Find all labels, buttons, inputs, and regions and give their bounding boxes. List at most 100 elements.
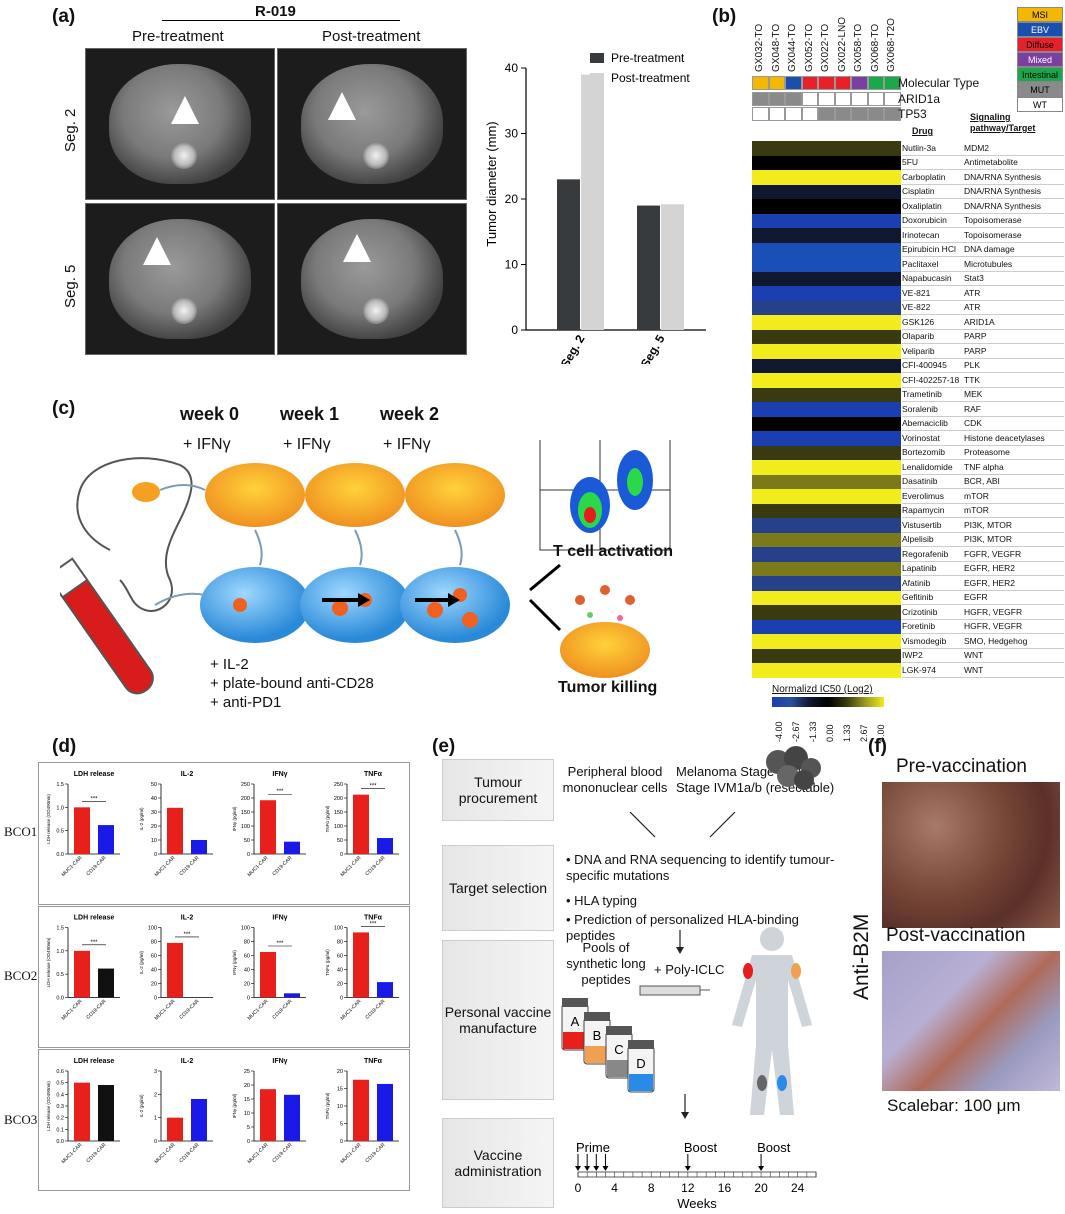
d-bar (353, 794, 369, 854)
d-ytick: 20 (244, 982, 250, 988)
d-ytick: 20 (151, 982, 157, 988)
heatmap-cell (834, 329, 852, 345)
heatmap-cell (884, 518, 901, 533)
drug-name: Vistusertib (902, 519, 942, 530)
heatmap-cell (785, 503, 802, 519)
chart-a-xtick-label: Seg. 5 (638, 332, 668, 364)
drug-row: VE-822 ATR (902, 301, 1064, 315)
heatmap-cell (785, 242, 802, 258)
annotation-cell (867, 92, 884, 106)
boost2-label: Boost (757, 1140, 791, 1155)
injection-site-grey (757, 1075, 767, 1091)
legend-mixed: Mixed (1017, 52, 1063, 67)
d-ytick: 40 (151, 968, 157, 974)
annotation-cell (851, 107, 868, 121)
annotation-cell (768, 76, 785, 90)
d-ytick: 150 (334, 810, 343, 816)
d-ytick: 30 (151, 810, 157, 816)
chart-a-ytick-label: 30 (505, 127, 519, 141)
heatmap-cell (785, 547, 802, 562)
scale-colorbar (772, 697, 884, 707)
panel-f-label: (f) (868, 736, 887, 757)
heatmap-cell (851, 271, 868, 287)
heatmap-cell (785, 590, 802, 606)
heatmap-cell (785, 605, 802, 620)
heatmap-cell (818, 634, 835, 649)
d-bar (260, 800, 276, 854)
bullet-item: • DNA and RNA sequencing to identify tum… (566, 852, 835, 883)
drug-name: Abemaciclib (902, 418, 948, 429)
heatmap-cell (834, 315, 852, 330)
heatmap-cell (785, 619, 802, 635)
heatmap-cell (851, 228, 868, 243)
heatmap-cell (884, 474, 901, 490)
heatmap-cell (752, 605, 769, 620)
annotation-cell (884, 107, 901, 121)
d-ytick: 20 (337, 982, 343, 988)
heatmap-cell (818, 184, 835, 200)
heatmap-cell (801, 576, 819, 591)
d-ylabel: LDH release (OD490nm) (46, 937, 51, 987)
panel-c-label: (c) (52, 398, 76, 419)
drug-target: FGFR, VEGFR (964, 548, 1022, 559)
drug-name: Crizotinib (902, 606, 938, 617)
legend-swatch-post (590, 73, 604, 83)
heatmap-cell (768, 532, 786, 548)
heatmap-cell (834, 634, 852, 649)
scale-tick: 1.33 (842, 724, 852, 742)
drug-target: Topoisomerase (964, 215, 1022, 226)
annotation-cell (818, 92, 835, 106)
heatmap-cell (768, 286, 786, 301)
d-bar (260, 1089, 276, 1141)
d-xlabel: MUC1-CAR (154, 998, 177, 1021)
chart-a-ytick-label: 10 (505, 258, 519, 272)
heatmap-cell (785, 387, 802, 403)
heatmap-cell (884, 503, 901, 519)
d-xlabel: CD19-CAR (364, 998, 386, 1020)
drug-row: Napabucasin Stat3 (902, 272, 1064, 286)
heatmap-cell (834, 141, 852, 156)
heatmap-cell (851, 387, 868, 403)
d-bar (260, 952, 276, 998)
heatmap-cell (752, 648, 769, 664)
heatmap-cell (752, 300, 769, 316)
heatmap-cell (752, 663, 769, 678)
heatmap-cell (801, 373, 819, 388)
d-ytick: 5 (247, 1125, 250, 1131)
heatmap-cell (851, 547, 868, 562)
drug-target: Stat3 (964, 273, 984, 284)
heatmap-cell (834, 619, 852, 635)
heatmap-cell (834, 387, 852, 403)
heatmap-cell (867, 286, 885, 301)
drug-row: Afatinib EGFR, HER2 (902, 576, 1064, 591)
heatmap-cell (834, 561, 852, 577)
heatmap-cell (818, 619, 835, 635)
drug-name: IWP2 (902, 650, 923, 661)
heatmap-cell (768, 257, 786, 272)
drug-target: mTOR (964, 505, 989, 516)
heatmap-cell (752, 576, 769, 591)
heatmap-cell (818, 431, 835, 446)
heatmap-cell (768, 460, 786, 475)
heatmap-cell (884, 344, 901, 359)
bullet-item: • Prediction of personalized HLA-binding… (566, 912, 799, 943)
d-bar (167, 942, 183, 998)
d-ytick: 150 (241, 810, 250, 816)
heatmap-cell (884, 605, 901, 620)
heatmap-cell (801, 329, 819, 345)
drug-row: Irinotecan Topoisomerase (902, 228, 1064, 243)
ifn-label-0: + IFNγ (183, 436, 231, 453)
heatmap-cell (801, 300, 819, 316)
d-xlabel: MUC1-CAR (154, 1142, 177, 1165)
heatmap-cell (834, 184, 852, 200)
drug-name: CFI-402257-18 (902, 374, 960, 385)
panel-a-label: (a) (52, 6, 76, 27)
heatmap-cell (752, 561, 769, 577)
heatmap-cell (785, 315, 802, 330)
heatmap-cell (818, 503, 835, 519)
heatmap-cell (834, 503, 852, 519)
panel-c-illustration (60, 440, 671, 695)
d-bar (74, 807, 90, 854)
heatmap-cell (834, 170, 852, 185)
